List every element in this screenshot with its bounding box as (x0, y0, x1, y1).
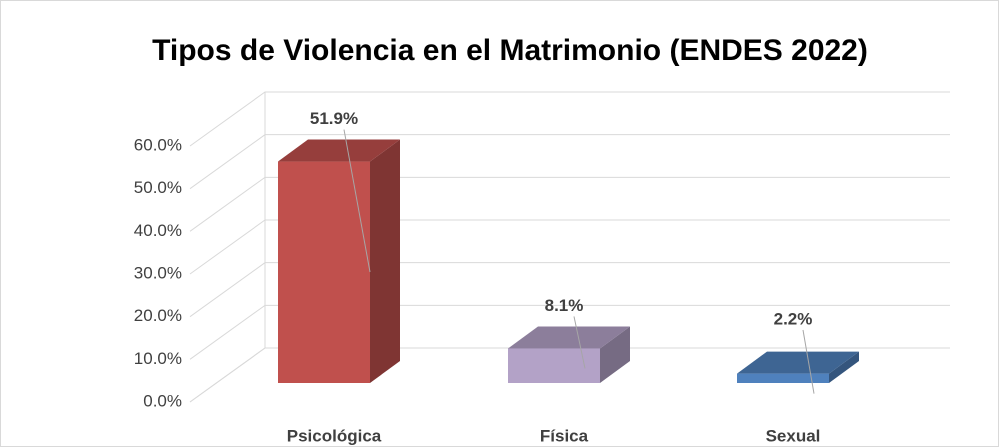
x-tick-label: Psicológica (287, 426, 382, 445)
leader-line (573, 316, 586, 369)
y-tick-label: 30.0% (134, 263, 182, 282)
y-tick-label: 20.0% (134, 306, 182, 325)
data-label: 51.9% (310, 109, 358, 128)
y-tick-label: 50.0% (134, 178, 182, 197)
y-tick-label: 60.0% (134, 135, 182, 154)
x-tick-label: Física (540, 426, 589, 445)
bar-side (829, 351, 859, 383)
grid-line (189, 134, 950, 190)
grid-line (189, 262, 950, 318)
bar-side (600, 326, 630, 383)
grid-line (189, 304, 950, 360)
grid-line (189, 91, 950, 147)
y-tick-label: 40.0% (134, 221, 182, 240)
grid-line (189, 219, 950, 275)
bar-side (370, 139, 400, 383)
leader-line (802, 329, 815, 394)
bar (737, 373, 829, 383)
y-tick-label: 0.0% (143, 391, 182, 410)
bar-top (508, 326, 630, 349)
x-tick-label: Sexual (766, 426, 821, 445)
y-tick-label: 10.0% (134, 349, 182, 368)
data-label: 8.1% (545, 296, 584, 315)
bar (508, 348, 600, 383)
bar-top (737, 351, 859, 374)
grid-line (189, 347, 950, 403)
grid-line (189, 176, 950, 232)
data-label: 2.2% (774, 309, 813, 328)
leader-line (343, 129, 371, 273)
bar (278, 161, 370, 383)
bar-top (278, 139, 400, 162)
chart-title: Tipos de Violencia en el Matrimonio (END… (152, 34, 868, 67)
